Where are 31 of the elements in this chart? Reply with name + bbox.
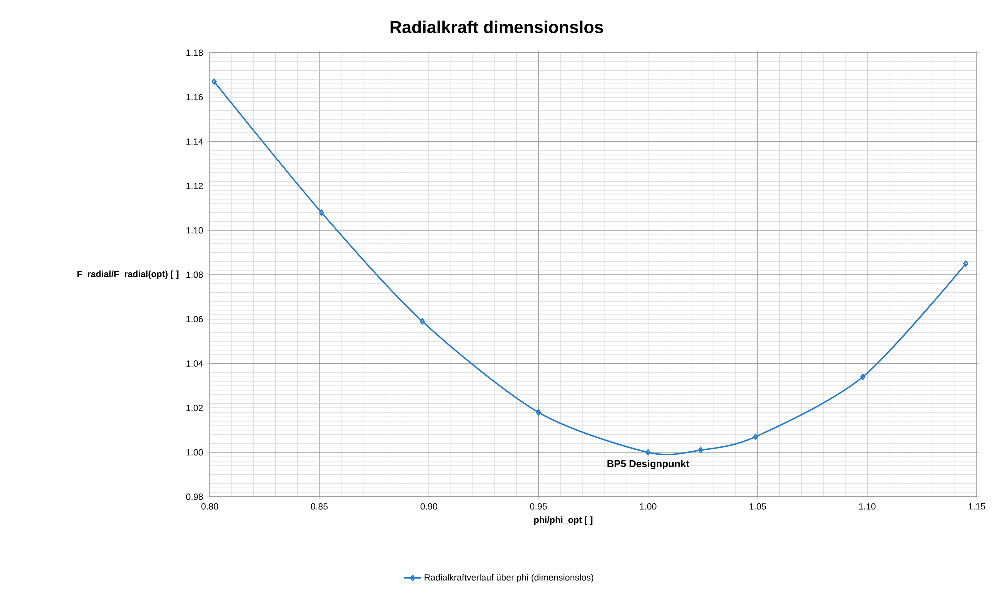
point <box>319 210 324 216</box>
x-tick-label: 1.00 <box>640 503 657 510</box>
x-tick-label: 0.80 <box>202 503 218 510</box>
x-axis-title: phi/phi_opt [ ] <box>534 516 593 526</box>
y-tick-label: 1.12 <box>186 183 204 190</box>
x-tick-label: 0.90 <box>420 503 438 510</box>
x-tick-label: 1.10 <box>859 503 876 510</box>
y-tick-label: 1.10 <box>186 227 204 234</box>
x-tick-label: 0.85 <box>311 503 328 510</box>
x-tick-label: 0.95 <box>530 503 548 510</box>
y-axis-title: F_radial/F_radial(opt) [ ] <box>78 270 179 280</box>
y-tick-label: 1.16 <box>186 94 204 101</box>
chart-title: Radialkraft dimensionslos <box>390 20 604 34</box>
point <box>860 374 866 380</box>
y-tick-label: 1.04 <box>186 360 204 367</box>
annotation: BP5 Designpunkt <box>608 460 690 470</box>
y-tick-label: 1.14 <box>186 138 204 145</box>
y-tick-label: 1.08 <box>186 272 204 278</box>
x-tick-label: 1.15 <box>968 503 986 510</box>
point <box>753 434 758 440</box>
point <box>698 447 704 454</box>
point <box>536 409 542 416</box>
y-tick-label: 1.06 <box>186 316 204 323</box>
point <box>420 318 426 325</box>
x-tick-label: 1.05 <box>750 503 766 510</box>
y-tick-label: 1.18 <box>186 50 204 56</box>
y-tick-label: 0.98 <box>186 494 204 500</box>
legend-label: Radialkraftverlauf über phi (dimensionslos) <box>424 574 594 583</box>
y-tick-label: 1.00 <box>186 449 204 456</box>
y-tick-label: 1.02 <box>186 405 204 412</box>
point <box>646 449 651 456</box>
